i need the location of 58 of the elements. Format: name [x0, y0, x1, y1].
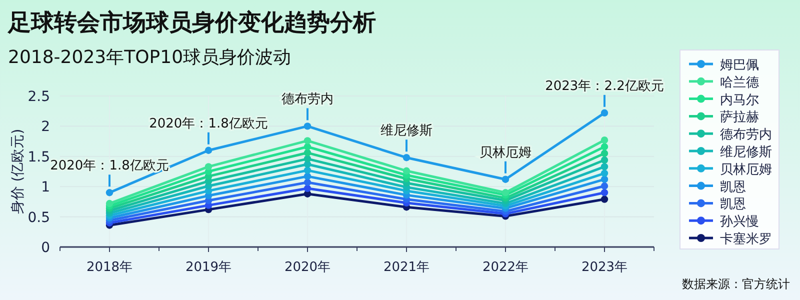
point	[304, 143, 312, 150]
point	[106, 189, 114, 196]
point	[204, 146, 212, 154]
legend-label: 维尼修斯	[720, 145, 772, 160]
legend-label: 卡塞米罗	[720, 231, 772, 247]
point	[600, 170, 608, 177]
point	[600, 150, 608, 157]
point	[600, 136, 608, 144]
point	[204, 163, 212, 170]
point	[600, 189, 608, 196]
x-tick-label: 2022年	[482, 260, 529, 275]
legend-label: 内马尔	[720, 92, 759, 108]
annotation: 维尼修斯	[380, 124, 432, 139]
annotation: 贝林厄姆	[480, 145, 532, 160]
x-tick-label: 2020年	[284, 260, 331, 275]
annotation: 2020年：1.8亿欧元	[149, 116, 268, 132]
y-tick-label: 0	[41, 240, 50, 256]
point	[600, 196, 608, 203]
y-tick-label: 0.5	[28, 210, 50, 226]
point	[502, 176, 510, 183]
point	[304, 149, 312, 156]
point	[600, 163, 608, 170]
y-tick-label: 1	[41, 180, 50, 196]
chart-subtitle: 2018-2023年TOP10球员身价波动	[8, 47, 292, 68]
point	[600, 156, 608, 164]
point	[402, 154, 410, 162]
y-tick-label: 2	[41, 119, 50, 136]
annotation: 2023年：2.2亿欧元	[545, 78, 664, 94]
y-tick-label: 1.5	[28, 149, 50, 166]
point	[304, 166, 312, 174]
point	[600, 109, 608, 117]
x-tick-label: 2021年	[383, 260, 430, 275]
legend-label: 德布劳内	[720, 128, 772, 143]
point	[304, 155, 312, 162]
point	[304, 137, 312, 144]
legend-label: 哈兰德	[720, 75, 759, 90]
x-tick-label: 2019年	[185, 260, 232, 275]
point	[600, 143, 608, 150]
x-tick-label: 2018年	[86, 260, 133, 275]
point	[402, 167, 410, 174]
chart-title: 足球转会市场球员身价变化趋势分析	[7, 9, 376, 36]
x-tick-label: 2023年	[581, 260, 628, 275]
point	[106, 200, 114, 208]
y-tick-label: 2.5	[28, 89, 50, 105]
legend-label: 凯恩	[720, 180, 746, 195]
annotation: 德布劳内	[282, 92, 334, 108]
legend-label: 姆巴佩	[720, 58, 759, 73]
point	[304, 122, 312, 130]
legend-label: 贝林厄姆	[720, 162, 772, 178]
point	[304, 172, 312, 180]
legend-label: 凯恩	[720, 197, 746, 212]
y-axis-title: 身价 (亿欧元)	[10, 128, 26, 214]
point	[502, 189, 510, 196]
legend-label: 孙兴慢	[720, 214, 759, 230]
source-note: 数据来源：官方统计	[682, 277, 790, 291]
legend-label: 萨拉赫	[720, 110, 759, 126]
point	[304, 184, 312, 192]
point	[600, 182, 608, 190]
